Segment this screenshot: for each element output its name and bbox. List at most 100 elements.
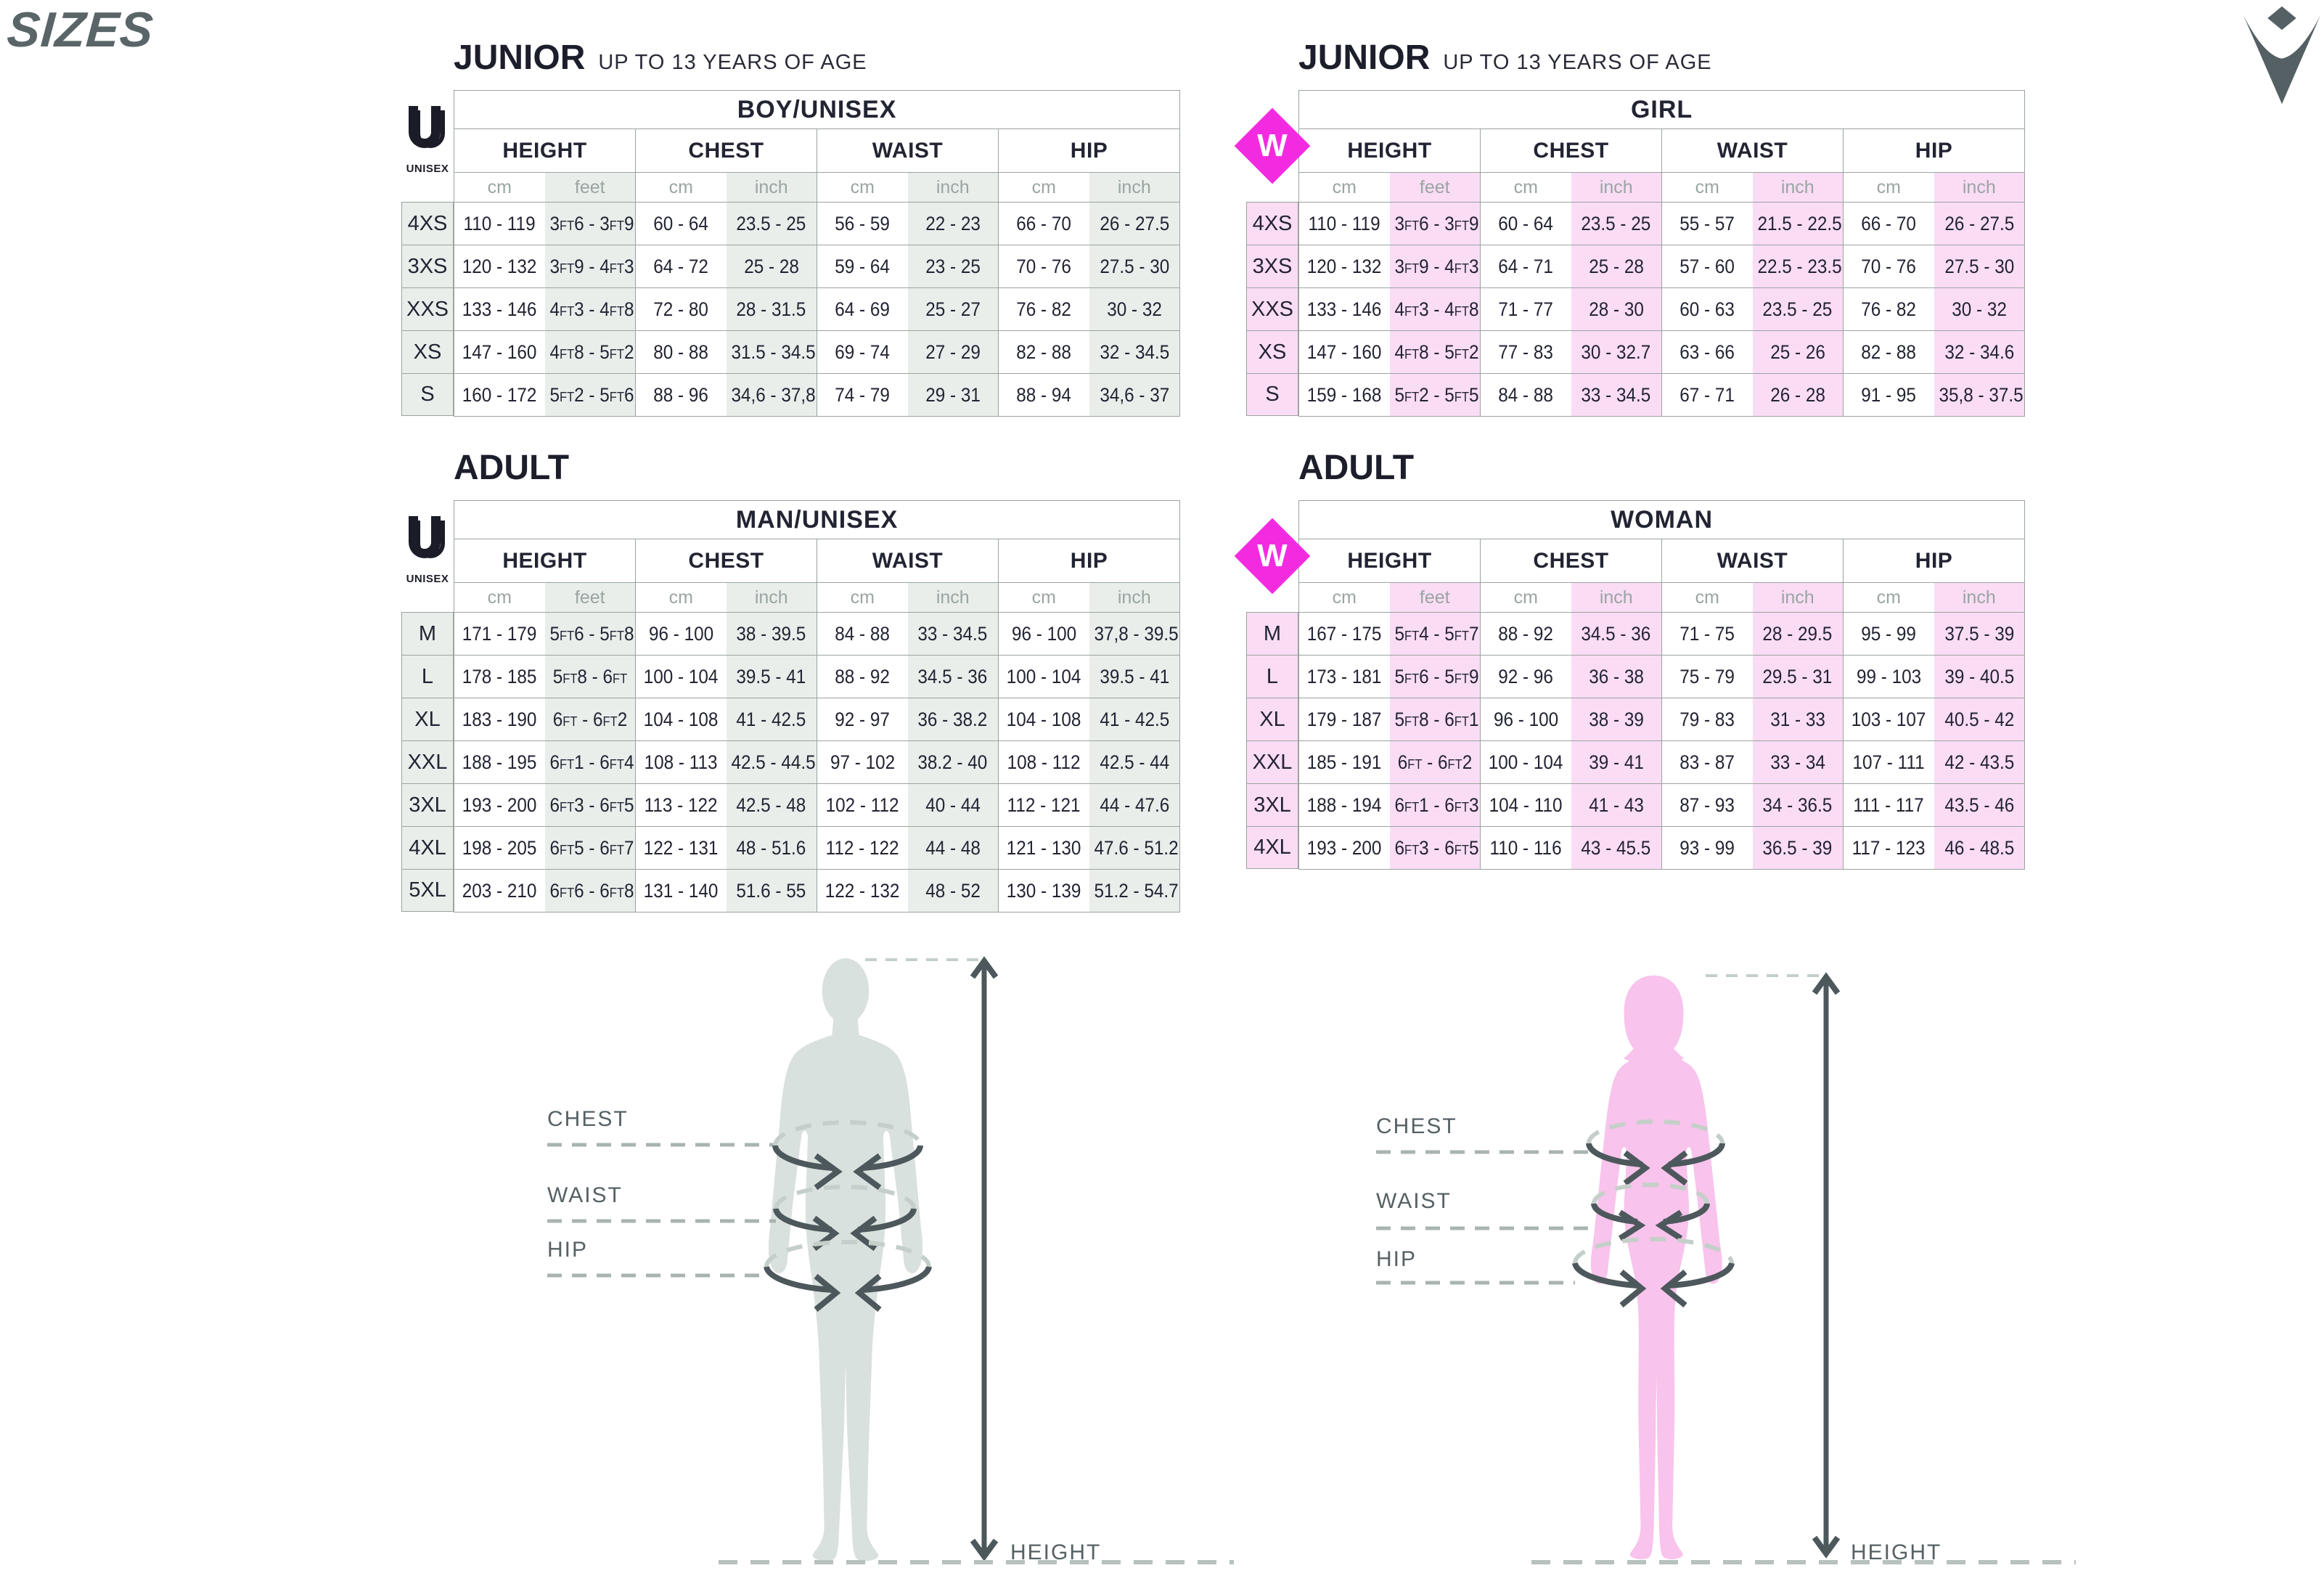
- size-label: XS: [401, 330, 454, 373]
- unit-header: cm: [817, 582, 908, 613]
- data-cell: 42.5 - 44: [1089, 740, 1181, 784]
- unit-header: inch: [907, 582, 999, 613]
- data-cell: 203 - 210: [454, 869, 545, 912]
- column-group-header: WAIST: [1661, 539, 1844, 583]
- adult-woman-table: WOMAN HEIGHT CHEST WAIST HIP cm feet cm inch cm in…: [1298, 500, 2026, 870]
- data-cell: 88 - 92: [1480, 612, 1571, 656]
- data-cell: 121 - 130: [998, 826, 1089, 870]
- unit-header: inch: [1752, 172, 1844, 203]
- data-cell: 188 - 194: [1298, 783, 1390, 827]
- data-cell: 39.5 - 41: [1089, 655, 1181, 698]
- woman-icon-letter: W: [1257, 128, 1288, 163]
- data-cell: 112 - 121: [998, 783, 1089, 827]
- data-cell: 84 - 88: [1480, 373, 1571, 417]
- data-cell: 48 - 51.6: [726, 826, 817, 870]
- data-cell: 100 - 104: [998, 655, 1089, 698]
- unit-header: feet: [544, 172, 636, 203]
- data-cell: 25 - 28: [1571, 245, 1662, 288]
- data-cell: 133 - 146: [1298, 287, 1390, 331]
- data-cell: 130 - 139: [998, 869, 1089, 912]
- unisex-icon-label: UNISEX: [406, 573, 449, 585]
- data-cell: 66 - 70: [1843, 202, 1934, 245]
- data-cell: 117 - 123: [1843, 826, 1934, 870]
- data-cell: 198 - 205: [454, 826, 545, 870]
- size-label: XS: [1246, 330, 1298, 373]
- data-cell: 71 - 77: [1480, 287, 1571, 331]
- table-row: 179 - 187 5FT8 - 6FT1 96 - 100 38 - 39 79 - …: [1298, 698, 2026, 741]
- size-label: XXS: [401, 287, 454, 330]
- data-cell: 70 - 76: [1843, 245, 1934, 288]
- data-cell: 6FT6 - 6FT8: [544, 869, 636, 912]
- size-column: 4XS 3XS XXS XS S: [1246, 202, 1298, 416]
- data-cell: 34 - 36.5: [1752, 783, 1844, 827]
- size-label: 4XL: [1246, 826, 1298, 869]
- unit-header: inch: [1089, 582, 1181, 613]
- data-cell: 147 - 160: [1298, 330, 1390, 374]
- data-cell: 43.5 - 46: [1934, 783, 2026, 827]
- unit-header: cm: [1661, 172, 1753, 203]
- data-cell: 74 - 79: [817, 373, 908, 417]
- data-cell: 30 - 32.7: [1571, 330, 1662, 374]
- data-cell: 108 - 113: [635, 740, 727, 784]
- data-cell: 6FT - 6FT2: [544, 698, 636, 741]
- unit-header: inch: [1934, 172, 2026, 203]
- data-cell: 96 - 100: [998, 612, 1089, 656]
- height-label: HEIGHT: [1010, 1540, 1102, 1564]
- data-cell: 66 - 70: [998, 202, 1089, 245]
- data-cell: 4FT8 - 5FT2: [544, 330, 636, 374]
- table-row: 178 - 185 5FT8 - 6FT 100 - 104 39.5 - 41 88 …: [454, 655, 1181, 698]
- table-row: 203 - 210 6FT6 - 6FT8 131 - 140 51.6 - 55 12…: [454, 869, 1181, 912]
- data-cell: 75 - 79: [1661, 655, 1753, 698]
- data-cell: 104 - 110: [1480, 783, 1571, 827]
- table-row: 110 - 119 3FT6 - 3FT9 60 - 64 23.5 - 25 56 -…: [454, 202, 1181, 245]
- data-cell: 96 - 100: [635, 612, 727, 656]
- data-cell: 23.5 - 25: [726, 202, 817, 245]
- data-cell: 38.2 - 40: [907, 740, 999, 784]
- data-cell: 57 - 60: [1661, 245, 1753, 288]
- data-cell: 6FT3 - 6FT5: [544, 783, 636, 827]
- unit-header: cm: [1843, 582, 1934, 613]
- male-silhouette-graphic: [547, 956, 1234, 1564]
- table-row: 183 - 190 6FT - 6FT2 104 - 108 41 - 42.5 92 …: [454, 698, 1181, 741]
- data-cell: 183 - 190: [454, 698, 545, 741]
- section-title: ADULT: [1298, 448, 2037, 487]
- size-label: 3XL: [401, 783, 454, 826]
- data-cell: 64 - 71: [1480, 245, 1571, 288]
- unisex-icon: UNISEX: [401, 516, 454, 596]
- data-cell: 167 - 175: [1298, 612, 1390, 656]
- data-cell: 32 - 34.5: [1089, 330, 1181, 374]
- size-label: 3XS: [1246, 245, 1298, 287]
- data-cell: 55 - 57: [1661, 202, 1753, 245]
- table-row: 159 - 168 5FT2 - 5FT5 84 - 88 33 - 34.5 67 -…: [1298, 373, 2026, 417]
- unit-header: cm: [817, 172, 908, 203]
- size-label: 4XS: [1246, 202, 1298, 245]
- data-cell: 33 - 34.5: [1571, 373, 1662, 417]
- unit-header: inch: [907, 172, 999, 203]
- data-cell: 122 - 132: [817, 869, 908, 912]
- data-cell: 104 - 108: [998, 698, 1089, 741]
- data-cell: 88 - 94: [998, 373, 1089, 417]
- data-cell: 31 - 33: [1752, 698, 1844, 741]
- data-cell: 5FT8 - 6FT: [544, 655, 636, 698]
- column-group-header: CHEST: [1480, 539, 1662, 583]
- data-cell: 35,8 - 37.5: [1934, 373, 2026, 417]
- data-cell: 48 - 52: [907, 869, 999, 912]
- table-row: 193 - 200 6FT3 - 6FT5 113 - 122 42.5 - 48 10…: [454, 783, 1181, 827]
- data-cell: 160 - 172: [454, 373, 545, 417]
- column-group-header: HEIGHT: [1298, 128, 1481, 173]
- table-title: WOMAN: [1298, 500, 2026, 539]
- female-measurement-figure: CHEST WAIST HIP HEIGHT: [1343, 958, 2076, 1576]
- data-cell: 103 - 107: [1843, 698, 1934, 741]
- unit-header: cm: [635, 582, 727, 613]
- data-cell: 64 - 69: [817, 287, 908, 331]
- size-label: L: [401, 655, 454, 698]
- unit-header: cm: [1843, 172, 1934, 203]
- unit-header: cm: [1480, 582, 1571, 613]
- data-cell: 46 - 48.5: [1934, 826, 2026, 870]
- data-cell: 34,6 - 37: [1089, 373, 1181, 417]
- data-cell: 80 - 88: [635, 330, 727, 374]
- size-label: S: [1246, 373, 1298, 416]
- data-cell: 69 - 74: [817, 330, 908, 374]
- data-cell: 100 - 104: [1480, 740, 1571, 784]
- data-cell: 112 - 122: [817, 826, 908, 870]
